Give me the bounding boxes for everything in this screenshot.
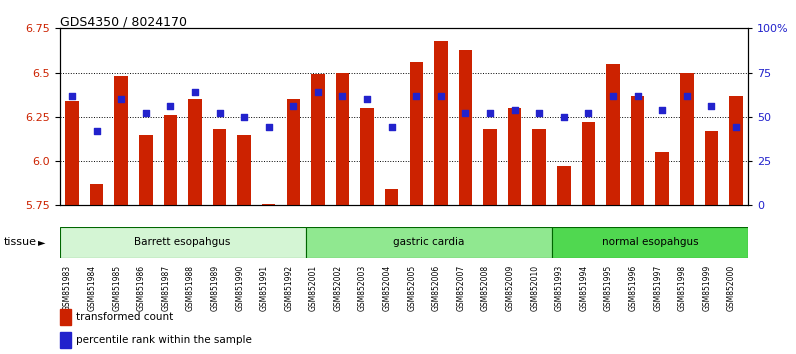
Bar <box>409 62 423 205</box>
Text: GDS4350 / 8024170: GDS4350 / 8024170 <box>60 16 187 29</box>
Point <box>509 107 521 113</box>
Bar <box>680 73 693 205</box>
Bar <box>361 108 374 205</box>
Bar <box>287 99 300 205</box>
Bar <box>582 122 595 205</box>
Bar <box>213 129 226 205</box>
Text: percentile rank within the sample: percentile rank within the sample <box>76 335 252 346</box>
Point <box>65 93 78 98</box>
Point <box>582 110 595 116</box>
Bar <box>458 50 472 205</box>
Bar <box>385 189 399 205</box>
Point <box>263 125 275 130</box>
Bar <box>557 166 571 205</box>
Text: gastric cardia: gastric cardia <box>393 238 464 247</box>
Bar <box>60 309 71 325</box>
Point <box>533 110 545 116</box>
Text: normal esopahgus: normal esopahgus <box>602 238 698 247</box>
Bar <box>729 96 743 205</box>
Text: tissue: tissue <box>4 238 37 247</box>
Bar <box>655 152 669 205</box>
Point <box>361 96 373 102</box>
Bar <box>533 129 546 205</box>
Bar <box>60 227 306 258</box>
Bar <box>336 73 349 205</box>
Point <box>435 93 447 98</box>
Point <box>385 125 398 130</box>
Bar <box>262 204 275 205</box>
Bar <box>65 101 79 205</box>
Point <box>631 93 644 98</box>
Point <box>287 103 299 109</box>
Point <box>459 110 472 116</box>
Bar <box>552 227 748 258</box>
Bar <box>311 74 325 205</box>
Bar <box>306 227 552 258</box>
Bar <box>60 332 71 348</box>
Point <box>557 114 570 120</box>
Bar <box>188 99 201 205</box>
Point <box>115 96 127 102</box>
Bar <box>237 135 251 205</box>
Text: Barrett esopahgus: Barrett esopahgus <box>135 238 231 247</box>
Bar <box>139 135 153 205</box>
Point <box>238 114 251 120</box>
Point <box>336 93 349 98</box>
Text: ►: ► <box>38 238 45 247</box>
Bar <box>434 41 447 205</box>
Text: transformed count: transformed count <box>76 312 173 322</box>
Bar <box>164 115 178 205</box>
Bar <box>115 76 128 205</box>
Point <box>705 103 718 109</box>
Point <box>607 93 619 98</box>
Point <box>410 93 423 98</box>
Point <box>681 93 693 98</box>
Bar <box>630 96 644 205</box>
Point <box>311 89 324 95</box>
Bar <box>508 108 521 205</box>
Bar <box>704 131 718 205</box>
Bar <box>483 129 497 205</box>
Point <box>213 110 226 116</box>
Point <box>189 89 201 95</box>
Point <box>90 128 103 134</box>
Point <box>139 110 152 116</box>
Point <box>164 103 177 109</box>
Point <box>484 110 497 116</box>
Bar <box>90 184 103 205</box>
Bar <box>607 64 620 205</box>
Point <box>730 125 743 130</box>
Point <box>656 107 669 113</box>
